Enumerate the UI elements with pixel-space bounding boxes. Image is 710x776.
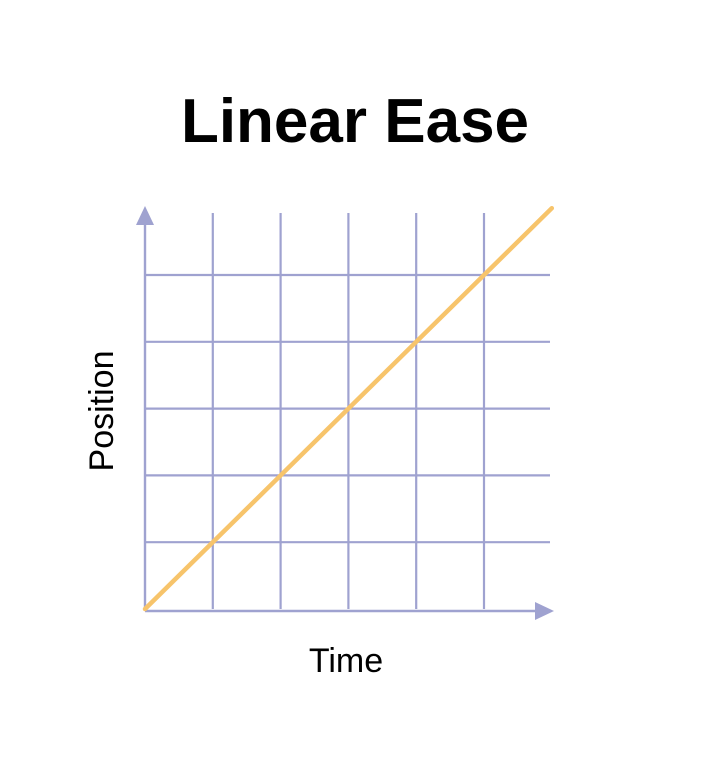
series-layer [142, 205, 555, 612]
chart-title: Linear Ease [180, 87, 530, 156]
series-line [142, 205, 555, 612]
x-axis-arrow-icon [535, 602, 554, 620]
axes [136, 206, 554, 620]
y-axis-label: Position [83, 351, 121, 472]
x-axis-label: Time [309, 642, 383, 680]
y-axis-arrow-icon [136, 206, 154, 225]
